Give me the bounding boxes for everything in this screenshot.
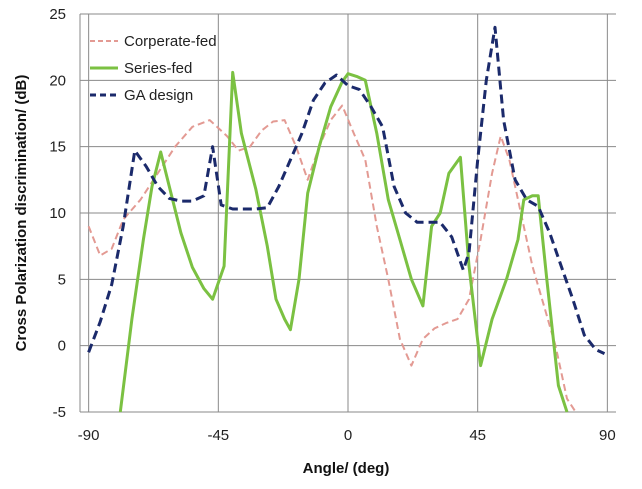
- y-axis-title: Cross Polarization discrimination/ (dB): [13, 75, 30, 352]
- legend: Corperate-fed Series-fed GA design: [90, 33, 217, 104]
- horizontal-gridlines: [80, 13, 616, 413]
- y-tick-label: 0: [58, 338, 66, 355]
- y-tick-label: -5: [53, 404, 66, 421]
- x-tick-label: 45: [469, 427, 486, 444]
- x-tick-label: 0: [344, 427, 352, 444]
- legend-label: Corperate-fed: [124, 33, 217, 50]
- y-tick-label: 10: [49, 205, 66, 222]
- series-line-1: [87, 104, 577, 413]
- legend-label: GA design: [124, 87, 193, 104]
- y-tick-label: 5: [58, 271, 66, 288]
- series-line-3: [87, 25, 606, 355]
- x-tick-label: -45: [207, 427, 229, 444]
- y-tick-label: 15: [49, 139, 66, 156]
- series-layer: [87, 25, 606, 413]
- x-tick-label: -90: [78, 427, 100, 444]
- x-tick-label: 90: [599, 427, 616, 444]
- y-tick-labels: -5 0 5 10 15 20 25: [49, 6, 66, 421]
- x-tick-labels: -90 -45 0 45 90: [78, 427, 616, 444]
- y-tick-label: 20: [49, 72, 66, 89]
- y-tick-label: 25: [49, 6, 66, 23]
- x-axis-title: Angle/ (deg): [303, 460, 390, 477]
- legend-label: Series-fed: [124, 60, 192, 77]
- series-line-2: [118, 70, 569, 413]
